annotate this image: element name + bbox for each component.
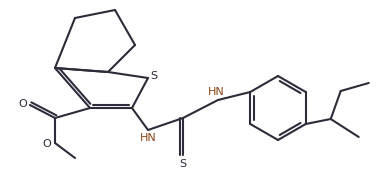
- Text: HN: HN: [139, 133, 156, 143]
- Text: O: O: [43, 139, 51, 149]
- Text: S: S: [179, 159, 187, 169]
- Text: HN: HN: [208, 87, 224, 97]
- Text: S: S: [150, 71, 158, 81]
- Text: O: O: [18, 99, 28, 109]
